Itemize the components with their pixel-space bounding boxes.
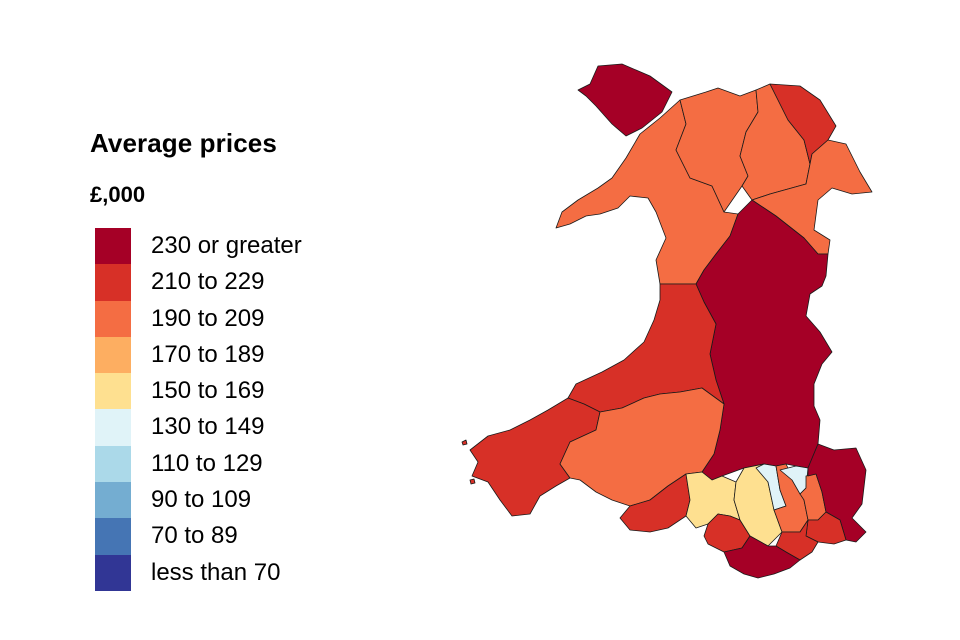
legend-swatch: [95, 264, 131, 301]
legend-label: 150 to 169: [151, 377, 265, 405]
region-isle-of-anglesey[interactable]: [577, 63, 673, 137]
legend-label: 110 to 129: [151, 449, 263, 477]
region-vale-of-glamorgan[interactable]: [723, 535, 801, 579]
legend-row: 130 to 149: [95, 409, 355, 446]
legend-row: 110 to 129: [95, 445, 355, 483]
legend-unit: £,000: [90, 182, 146, 207]
legend-row: 150 to 169: [95, 373, 355, 410]
legend-swatch: [95, 518, 131, 555]
legend-label: 130 to 149: [151, 413, 265, 441]
region-monmouthshire[interactable]: [807, 443, 867, 543]
legend-label: 170 to 189: [151, 340, 265, 368]
legend-row: 190 to 209: [95, 300, 355, 337]
legend-swatch: [95, 445, 131, 483]
legend-swatch: [95, 336, 131, 374]
legend-title: Average prices: [90, 128, 277, 158]
legend-swatch: [95, 482, 131, 519]
legend-label: less than 70: [151, 558, 281, 586]
legend-row: 230 or greater: [95, 228, 355, 265]
legend-label: 70 to 89: [151, 522, 238, 550]
legend-label: 190 to 209: [151, 304, 265, 332]
legend: 230 or greater 210 to 229 190 to 209 170 to…: [95, 228, 355, 591]
islet: [469, 478, 476, 485]
legend-label: 230 or greater: [151, 232, 302, 259]
legend-swatch: [95, 373, 131, 410]
islet: [461, 439, 468, 446]
legend-label: 210 to 229: [151, 268, 265, 296]
legend-swatch: [95, 228, 131, 265]
legend-row: 90 to 109: [95, 482, 355, 519]
legend-swatch: [95, 554, 131, 591]
legend-row: 170 to 189: [95, 336, 355, 374]
legend-swatch: [95, 300, 131, 337]
legend-row: 70 to 89: [95, 518, 355, 555]
legend-label: 90 to 109: [151, 486, 252, 514]
legend-swatch: [95, 409, 131, 446]
legend-row: 210 to 229: [95, 264, 355, 301]
legend-row: less than 70: [95, 554, 355, 591]
region-wrexham[interactable]: [751, 139, 873, 255]
